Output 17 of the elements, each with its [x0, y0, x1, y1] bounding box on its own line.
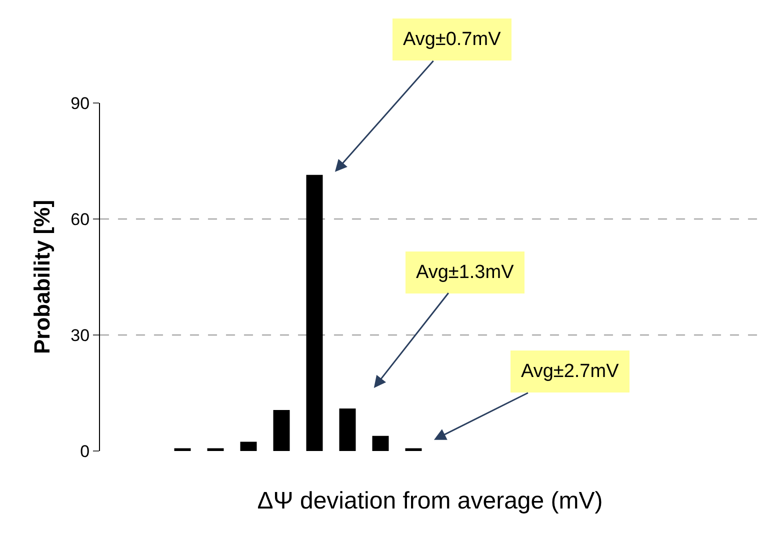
bar [174, 448, 191, 451]
bar [273, 410, 290, 451]
y-tick-label: 0 [80, 442, 90, 461]
annotation: Avg±2.7mV [521, 361, 620, 382]
bar [240, 442, 257, 451]
x-axis-title: ΔΨ deviation from average (mV) [257, 487, 603, 514]
y-tick-label: 90 [70, 94, 90, 113]
y-axis-title: Probability [%] [29, 200, 54, 354]
bar [372, 436, 389, 451]
bar [339, 408, 356, 451]
y-tick-label: 60 [70, 210, 90, 229]
text: Avg±0.7mV [403, 29, 502, 50]
annotation: Avg±1.3mV [416, 262, 514, 283]
bar [306, 174, 323, 451]
bar [207, 448, 224, 451]
y-tick-label: 30 [70, 326, 90, 345]
bar [405, 448, 422, 451]
